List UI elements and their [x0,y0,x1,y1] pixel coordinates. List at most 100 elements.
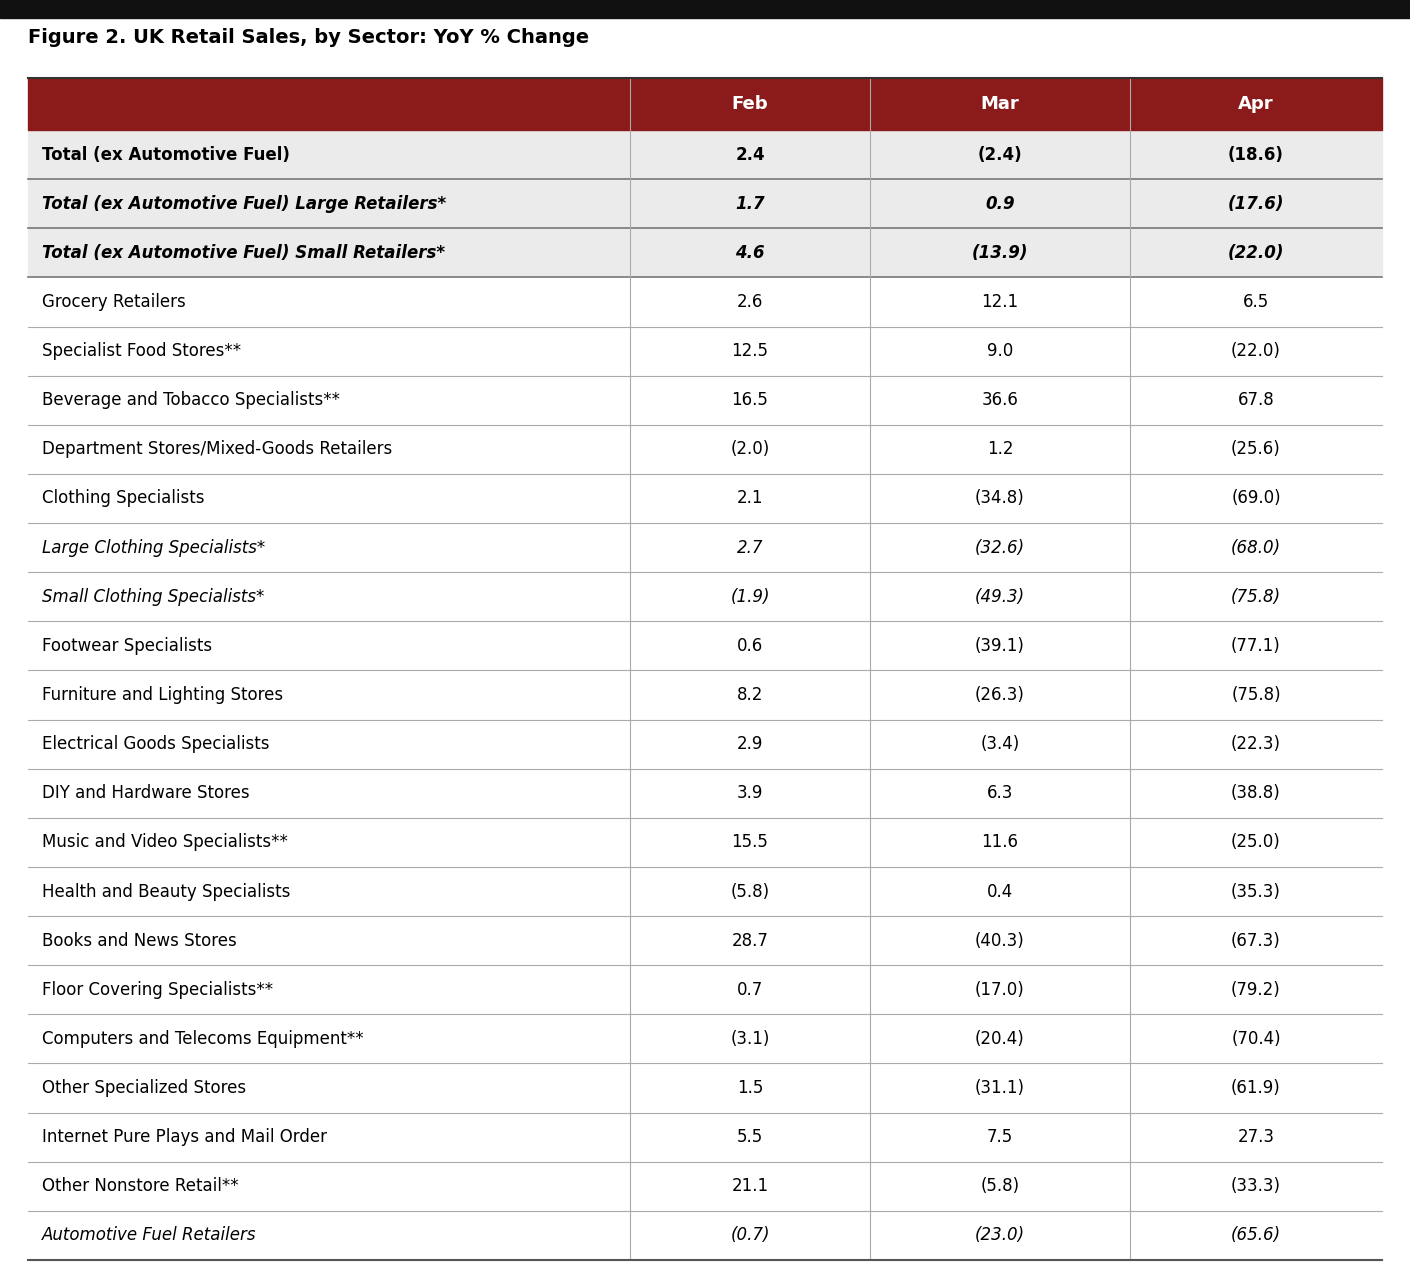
Text: Internet Pure Plays and Mail Order: Internet Pure Plays and Mail Order [42,1128,327,1146]
Text: (2.4): (2.4) [977,146,1022,164]
Text: (33.3): (33.3) [1231,1177,1282,1195]
Text: (22.0): (22.0) [1231,342,1280,361]
Bar [28,179,1382,229]
Bar [28,818,1382,867]
Text: 2.9: 2.9 [737,735,763,753]
Bar [28,1113,1382,1162]
Text: (26.3): (26.3) [976,686,1025,704]
Text: Books and News Stores: Books and News Stores [42,932,237,950]
Text: 0.7: 0.7 [737,980,763,998]
Text: (77.1): (77.1) [1231,636,1280,655]
Text: Electrical Goods Specialists: Electrical Goods Specialists [42,735,269,753]
Text: Beverage and Tobacco Specialists**: Beverage and Tobacco Specialists** [42,391,340,409]
Text: (75.8): (75.8) [1231,686,1280,704]
Text: (5.8): (5.8) [730,883,770,900]
Text: 6.3: 6.3 [987,785,1014,803]
Text: 0.6: 0.6 [737,636,763,655]
Text: (2.0): (2.0) [730,441,770,458]
Text: Furniture and Lighting Stores: Furniture and Lighting Stores [42,686,283,704]
Text: Total (ex Automotive Fuel) Small Retailers*: Total (ex Automotive Fuel) Small Retaile… [42,244,446,262]
Text: (38.8): (38.8) [1231,785,1280,803]
Text: 2.7: 2.7 [737,538,763,556]
Text: Large Clothing Specialists*: Large Clothing Specialists* [42,538,265,556]
Text: 2.4: 2.4 [735,146,764,164]
Text: Computers and Telecoms Equipment**: Computers and Telecoms Equipment** [42,1030,364,1048]
Bar [28,768,1382,818]
Text: (79.2): (79.2) [1231,980,1280,998]
Bar [28,720,1382,768]
Text: 12.5: 12.5 [732,342,768,361]
Text: (22.3): (22.3) [1231,735,1282,753]
Text: Grocery Retailers: Grocery Retailers [42,293,186,311]
Bar [28,77,1382,130]
Text: 27.3: 27.3 [1238,1128,1275,1146]
Text: Floor Covering Specialists**: Floor Covering Specialists** [42,980,274,998]
Text: Footwear Specialists: Footwear Specialists [42,636,212,655]
Bar [28,671,1382,720]
Text: (3.4): (3.4) [980,735,1019,753]
Text: (5.8): (5.8) [980,1177,1019,1195]
Bar [28,1162,1382,1210]
Text: (25.0): (25.0) [1231,833,1280,851]
Text: 36.6: 36.6 [981,391,1018,409]
Text: 16.5: 16.5 [732,391,768,409]
Text: Automotive Fuel Retailers: Automotive Fuel Retailers [42,1227,257,1245]
Text: 2.1: 2.1 [737,489,763,508]
Text: (23.0): (23.0) [974,1227,1025,1245]
Text: (31.1): (31.1) [974,1080,1025,1097]
Text: Total (ex Automotive Fuel) Large Retailers*: Total (ex Automotive Fuel) Large Retaile… [42,194,446,212]
Text: Total (ex Automotive Fuel): Total (ex Automotive Fuel) [42,146,290,164]
Text: 0.4: 0.4 [987,883,1014,900]
Text: Feb: Feb [732,95,768,113]
Text: 9.0: 9.0 [987,342,1014,361]
Text: Health and Beauty Specialists: Health and Beauty Specialists [42,883,290,900]
Text: Apr: Apr [1238,95,1273,113]
Text: 3.9: 3.9 [737,785,763,803]
Text: (69.0): (69.0) [1231,489,1280,508]
Text: 7.5: 7.5 [987,1128,1014,1146]
Text: (32.6): (32.6) [974,538,1025,556]
Text: Other Nonstore Retail**: Other Nonstore Retail** [42,1177,238,1195]
Text: Clothing Specialists: Clothing Specialists [42,489,204,508]
Text: (68.0): (68.0) [1231,538,1282,556]
Text: (1.9): (1.9) [730,588,770,606]
Text: 1.5: 1.5 [737,1080,763,1097]
Text: 0.9: 0.9 [986,194,1015,212]
Bar [28,916,1382,965]
Text: (17.6): (17.6) [1228,194,1285,212]
Text: DIY and Hardware Stores: DIY and Hardware Stores [42,785,250,803]
Text: (49.3): (49.3) [974,588,1025,606]
Text: (39.1): (39.1) [976,636,1025,655]
Bar [28,474,1382,523]
Text: 12.1: 12.1 [981,293,1018,311]
Bar [28,376,1382,424]
Text: (25.6): (25.6) [1231,441,1280,458]
Text: (70.4): (70.4) [1231,1030,1280,1048]
Text: 15.5: 15.5 [732,833,768,851]
Bar [28,229,1382,277]
Text: 21.1: 21.1 [732,1177,768,1195]
Text: (20.4): (20.4) [976,1030,1025,1048]
Text: Other Specialized Stores: Other Specialized Stores [42,1080,247,1097]
Text: 6.5: 6.5 [1242,293,1269,311]
Text: 8.2: 8.2 [737,686,763,704]
Text: (75.8): (75.8) [1231,588,1282,606]
Bar [28,523,1382,573]
Text: Mar: Mar [980,95,1019,113]
Text: 1.2: 1.2 [987,441,1014,458]
Text: (34.8): (34.8) [976,489,1025,508]
Bar [28,424,1382,474]
Text: Specialist Food Stores**: Specialist Food Stores** [42,342,241,361]
Bar [28,1063,1382,1113]
Text: (0.7): (0.7) [730,1227,770,1245]
Text: Music and Video Specialists**: Music and Video Specialists** [42,833,288,851]
Text: 5.5: 5.5 [737,1128,763,1146]
Text: Figure 2. UK Retail Sales, by Sector: YoY % Change: Figure 2. UK Retail Sales, by Sector: Yo… [28,28,589,47]
Bar [28,130,1382,179]
Bar [28,867,1382,916]
Text: 4.6: 4.6 [735,244,764,262]
Text: Department Stores/Mixed-Goods Retailers: Department Stores/Mixed-Goods Retailers [42,441,392,458]
Bar [0,0,1410,18]
Bar [28,326,1382,376]
Text: (40.3): (40.3) [976,932,1025,950]
